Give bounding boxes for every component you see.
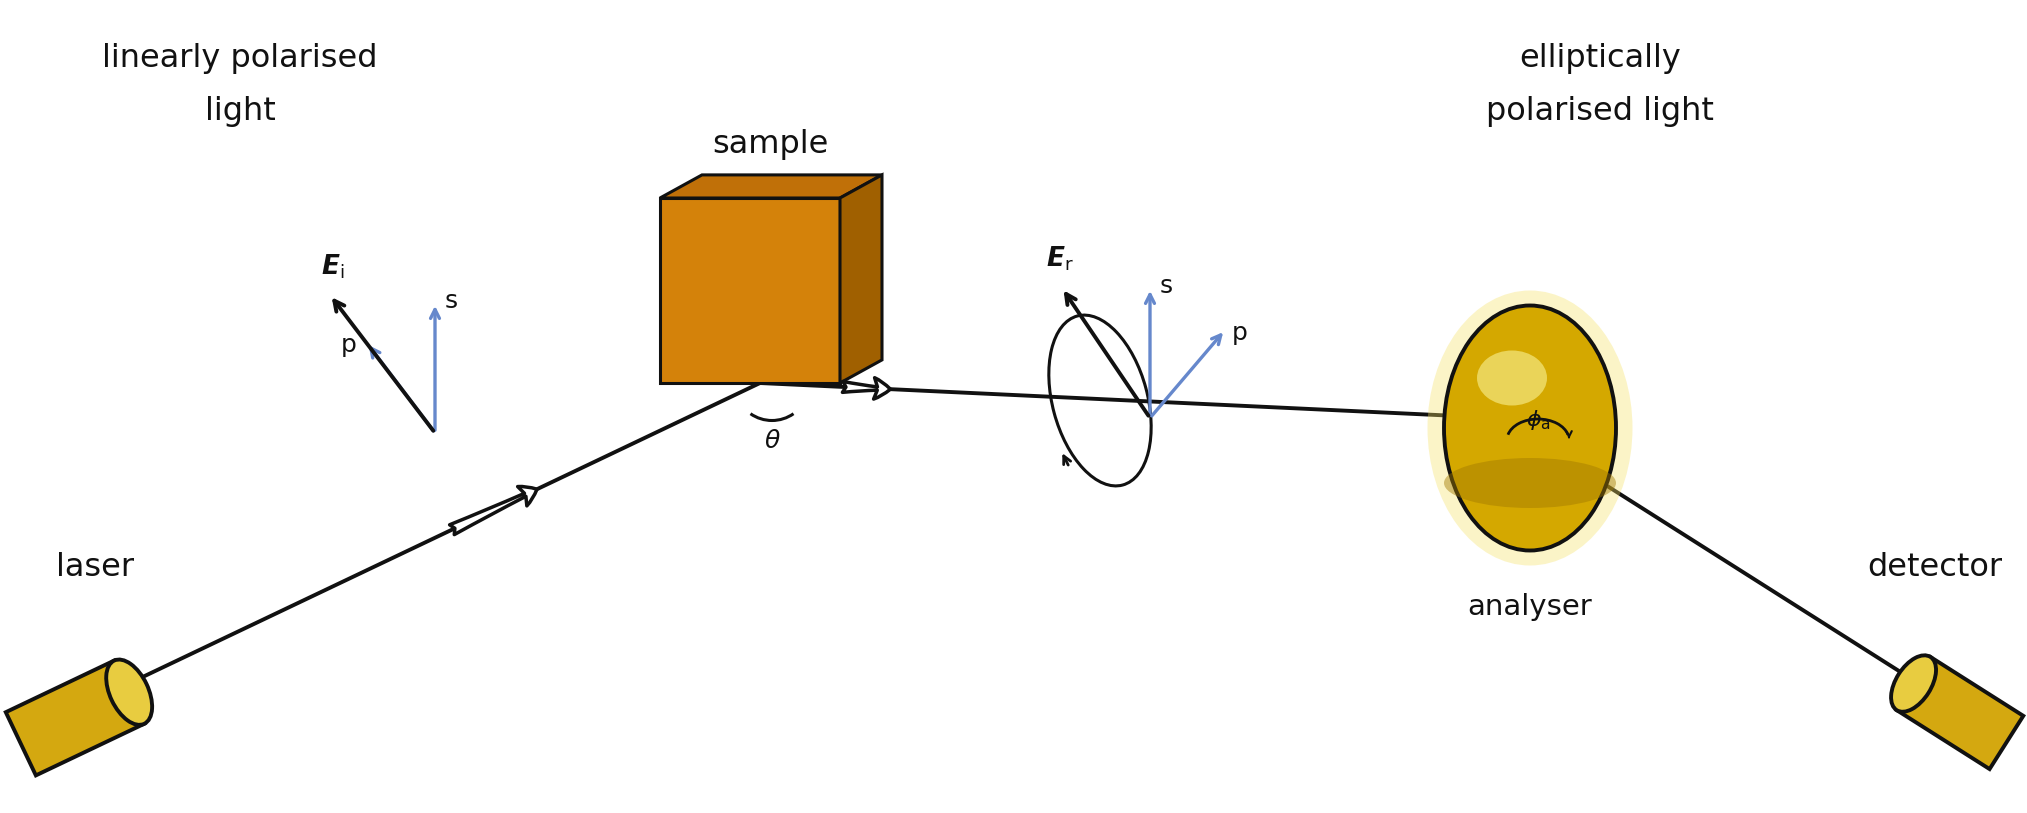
Text: p: p	[341, 333, 357, 357]
Ellipse shape	[1478, 350, 1547, 406]
Text: analyser: analyser	[1468, 593, 1593, 621]
Polygon shape	[661, 198, 839, 383]
Ellipse shape	[1891, 655, 1936, 711]
Ellipse shape	[1443, 458, 1616, 508]
Polygon shape	[1897, 657, 2023, 769]
Text: s: s	[446, 289, 458, 313]
Text: sample: sample	[711, 129, 829, 160]
Ellipse shape	[1443, 306, 1616, 550]
Polygon shape	[839, 175, 882, 383]
Text: detector: detector	[1867, 552, 2003, 583]
Text: light: light	[205, 95, 276, 127]
Text: $\theta$: $\theta$	[764, 429, 780, 453]
Polygon shape	[661, 175, 882, 198]
Text: polarised light: polarised light	[1486, 95, 1715, 127]
Ellipse shape	[1427, 290, 1632, 566]
Text: linearly polarised: linearly polarised	[101, 42, 377, 73]
Text: elliptically: elliptically	[1518, 42, 1680, 73]
Text: $(\Psi,\,\Delta)$: $(\Psi,\,\Delta)$	[718, 272, 791, 298]
Text: laser: laser	[57, 552, 134, 583]
Text: $\phi_\mathrm{a}$: $\phi_\mathrm{a}$	[1526, 408, 1551, 432]
Text: p: p	[1232, 321, 1249, 345]
Polygon shape	[6, 661, 144, 776]
Ellipse shape	[105, 659, 152, 725]
Text: $\boldsymbol{E}_\mathrm{r}$: $\boldsymbol{E}_\mathrm{r}$	[1046, 245, 1074, 273]
Text: s: s	[1159, 274, 1174, 298]
Text: $\boldsymbol{E}_\mathrm{i}$: $\boldsymbol{E}_\mathrm{i}$	[320, 253, 345, 281]
